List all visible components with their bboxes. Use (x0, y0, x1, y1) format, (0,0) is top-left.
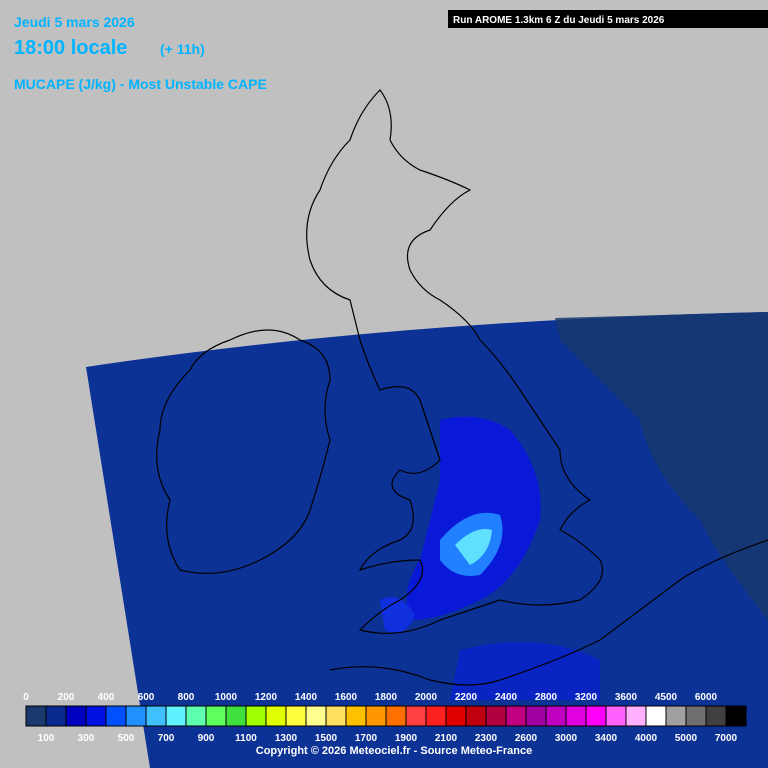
legend-label: 1800 (375, 692, 398, 703)
legend-swatch (505, 705, 527, 727)
legend-label: 1300 (275, 733, 298, 744)
legend-label: 1100 (235, 733, 257, 744)
legend-swatch (245, 705, 267, 727)
legend-swatch (585, 705, 607, 727)
legend-swatch (45, 705, 67, 727)
legend-swatch (125, 705, 147, 727)
legend-label: 1600 (335, 692, 358, 703)
legend-label: 4000 (635, 733, 658, 744)
legend-label: 6000 (695, 692, 718, 703)
legend-swatch (705, 705, 727, 727)
offset: (+ 11h) (160, 41, 205, 57)
legend: 0 200 400 600 800 1000 1200 1400 1600 1800 2000 220… (23, 692, 747, 744)
legend-label: 2400 (495, 692, 518, 703)
legend-swatch (105, 705, 127, 727)
date: Jeudi 5 mars 2026 (14, 14, 135, 30)
legend-label: 7000 (715, 733, 738, 744)
legend-label: 4500 (655, 692, 678, 703)
legend-label: 1500 (315, 733, 338, 744)
time: 18:00 locale (14, 37, 127, 59)
legend-label: 1000 (215, 692, 238, 703)
legend-label: 2600 (515, 733, 538, 744)
legend-swatch (265, 705, 287, 727)
low-cape-area (555, 312, 768, 620)
legend-label: 700 (158, 733, 175, 744)
legend-label: 3000 (555, 733, 578, 744)
legend-swatch (145, 705, 167, 727)
coastlines (156, 89, 768, 686)
legend-swatch (645, 705, 667, 727)
legend-label: 300 (78, 733, 95, 744)
legend-swatch (545, 705, 567, 727)
legend-swatch (445, 705, 467, 727)
legend-label: 2000 (415, 692, 438, 703)
legend-label: 3600 (615, 692, 638, 703)
great-britain (306, 89, 604, 634)
legend-swatch (25, 705, 47, 727)
cape-peak (455, 529, 492, 565)
legend-label: 2100 (435, 733, 458, 744)
legend-label: 500 (118, 733, 135, 744)
legend-swatch (325, 705, 347, 727)
ireland (156, 329, 331, 574)
legend-swatch (405, 705, 427, 727)
legend-label: 400 (98, 692, 115, 703)
legend-swatch (165, 705, 187, 727)
legend-swatch (205, 705, 227, 727)
legend-swatch (365, 705, 387, 727)
legend-label: 2800 (535, 692, 558, 703)
legend-swatch (665, 705, 687, 727)
legend-swatch (725, 705, 747, 727)
legend-swatch (305, 705, 327, 727)
legend-swatch (605, 705, 627, 727)
legend-swatch (485, 705, 507, 727)
legend-label: 900 (198, 733, 215, 744)
legend-label: 3200 (575, 692, 598, 703)
legend-swatch (385, 705, 407, 727)
france-coast (329, 539, 768, 686)
legend-label: 3400 (595, 733, 618, 744)
parameter: MUCAPE (J/kg) - Most Unstable CAPE (14, 76, 267, 92)
legend-label: 2300 (475, 733, 498, 744)
run-label: Run AROME 1.3km 6 Z du Jeudi 5 mars 2026 (453, 15, 665, 26)
legend-label: 0 (23, 692, 29, 703)
legend-swatch (225, 705, 247, 727)
legend-label: 2200 (455, 692, 478, 703)
legend-swatch (685, 705, 707, 727)
legend-label: 5000 (675, 733, 698, 744)
legend-swatch (425, 705, 447, 727)
legend-label: 1200 (255, 692, 278, 703)
legend-swatch (465, 705, 487, 727)
legend-label: 1900 (395, 733, 418, 744)
legend-swatch (345, 705, 367, 727)
copyright: Copyright © 2026 Meteociel.fr - Source M… (256, 745, 532, 757)
legend-label: 100 (38, 733, 55, 744)
run-box (448, 10, 768, 28)
legend-swatch (65, 705, 87, 727)
legend-swatch (85, 705, 107, 727)
legend-swatch (525, 705, 547, 727)
legend-label: 200 (58, 692, 75, 703)
legend-swatch (285, 705, 307, 727)
legend-swatch (565, 705, 587, 727)
legend-label: 800 (178, 692, 195, 703)
legend-label: 600 (138, 692, 155, 703)
legend-label: 1700 (355, 733, 378, 744)
legend-label: 1400 (295, 692, 318, 703)
legend-swatch (185, 705, 207, 727)
legend-swatch (625, 705, 647, 727)
